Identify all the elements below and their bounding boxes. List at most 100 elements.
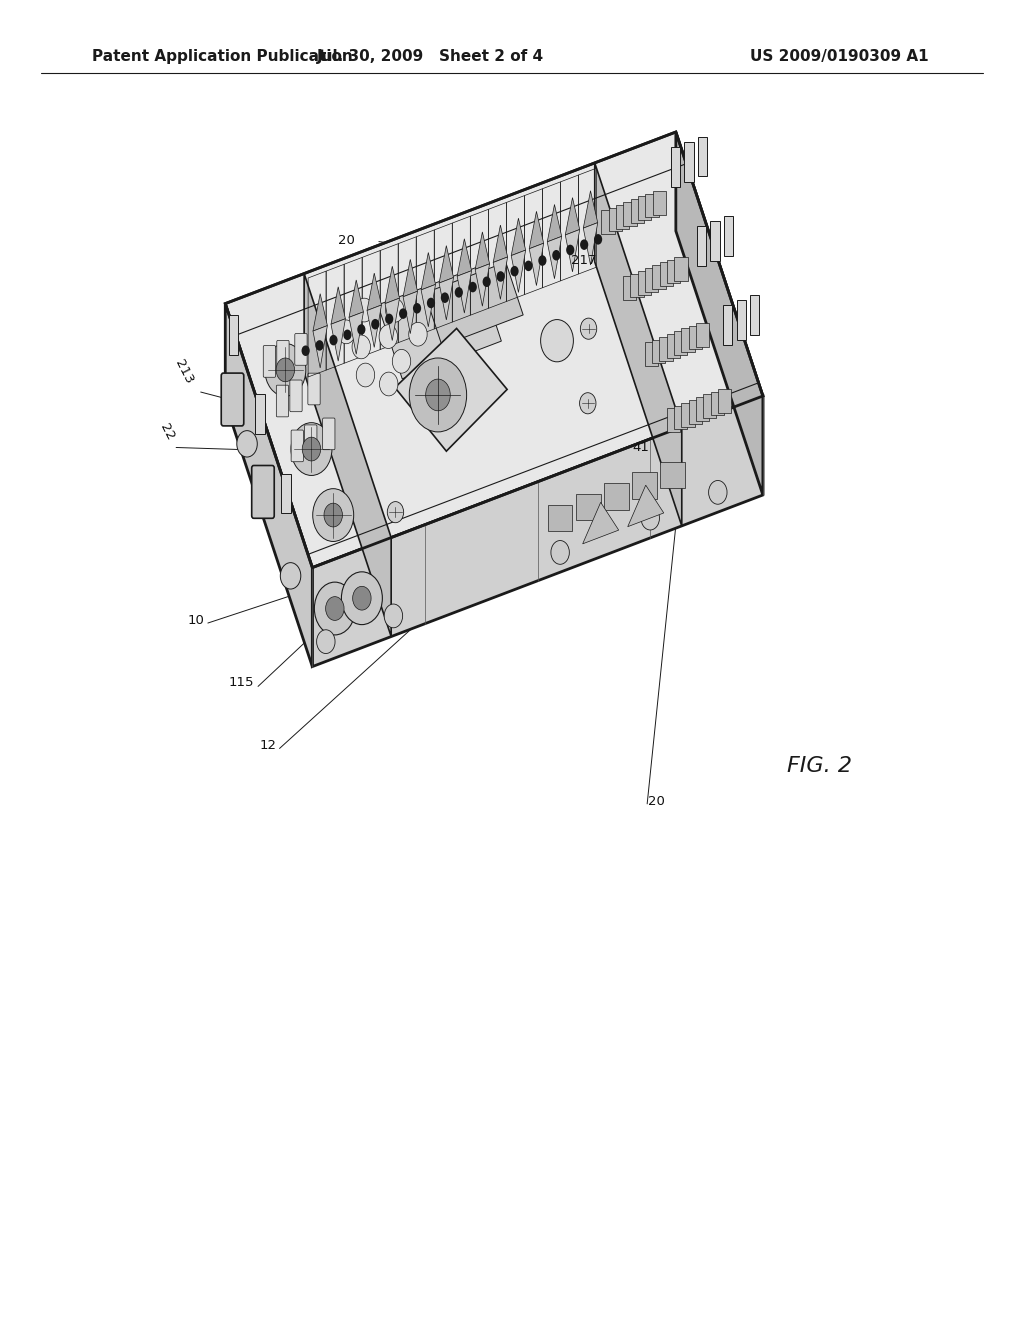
Bar [696,323,710,347]
FancyBboxPatch shape [252,466,274,519]
Text: US 2009/0190309 A1: US 2009/0190309 A1 [751,49,929,65]
Circle shape [355,298,374,322]
Bar [736,301,745,341]
Circle shape [315,341,324,351]
Polygon shape [378,267,502,379]
FancyBboxPatch shape [291,430,303,462]
Bar [638,271,651,294]
Polygon shape [457,271,472,313]
Bar [645,342,658,366]
Circle shape [312,488,353,541]
Circle shape [440,293,449,304]
Bar [697,226,707,265]
Circle shape [580,239,588,249]
FancyBboxPatch shape [276,385,289,417]
Polygon shape [565,230,580,272]
Polygon shape [331,286,345,325]
Circle shape [455,288,463,298]
Circle shape [497,271,505,281]
Bar [652,265,666,289]
Text: Jul. 30, 2009   Sheet 2 of 4: Jul. 30, 2009 Sheet 2 of 4 [316,49,544,65]
FancyBboxPatch shape [290,380,302,412]
Circle shape [324,503,342,527]
Bar [688,400,701,424]
Bar [671,147,680,186]
Polygon shape [421,252,435,290]
Bar [282,474,291,513]
FancyBboxPatch shape [263,346,275,378]
Bar [652,191,666,215]
Bar [652,339,666,363]
Circle shape [709,480,727,504]
Polygon shape [367,305,382,347]
Polygon shape [395,329,507,451]
Bar [615,205,629,228]
Circle shape [276,358,295,381]
FancyBboxPatch shape [276,341,289,372]
Circle shape [384,605,402,628]
Bar [604,483,629,510]
Text: 41: 41 [633,441,649,454]
Circle shape [641,506,659,529]
Text: 12: 12 [259,739,276,752]
Bar [255,395,264,434]
Circle shape [581,318,597,339]
Circle shape [337,319,355,343]
Circle shape [352,586,371,610]
Bar [601,210,614,234]
Circle shape [326,597,344,620]
Polygon shape [529,211,544,248]
Circle shape [302,437,321,461]
Circle shape [409,322,427,346]
Polygon shape [313,294,328,331]
Text: 213: 213 [173,358,196,387]
Bar [674,331,687,355]
Polygon shape [494,226,508,263]
Polygon shape [331,318,345,362]
Polygon shape [529,243,544,285]
Bar [718,389,731,413]
FancyBboxPatch shape [323,418,335,450]
Polygon shape [225,304,312,667]
Bar [631,273,644,297]
Polygon shape [304,273,391,636]
Circle shape [380,372,398,396]
Bar [724,216,733,256]
Circle shape [387,502,403,523]
Bar [750,296,759,335]
Bar [229,315,239,355]
Polygon shape [457,239,472,276]
Bar [684,141,693,181]
Polygon shape [628,486,664,527]
Circle shape [301,346,309,356]
Polygon shape [385,267,399,304]
Circle shape [594,234,602,244]
Polygon shape [475,264,489,306]
Polygon shape [584,190,598,228]
Text: 20: 20 [648,795,665,808]
Polygon shape [439,277,454,319]
Circle shape [386,298,404,322]
Polygon shape [494,257,508,300]
Bar [632,473,657,499]
Circle shape [524,260,532,271]
Circle shape [265,343,306,396]
Bar [689,326,702,350]
Polygon shape [403,292,418,334]
Bar [631,199,644,223]
Polygon shape [584,223,598,265]
Polygon shape [385,298,399,341]
Circle shape [552,249,560,260]
Polygon shape [511,249,525,293]
Circle shape [291,422,332,475]
FancyBboxPatch shape [295,334,307,366]
Text: 115: 115 [228,676,254,689]
Circle shape [392,350,411,374]
Circle shape [469,281,477,292]
Circle shape [357,325,366,335]
Polygon shape [583,503,618,544]
Circle shape [551,541,569,565]
FancyBboxPatch shape [221,374,244,426]
Bar [548,504,572,531]
Circle shape [539,255,547,265]
